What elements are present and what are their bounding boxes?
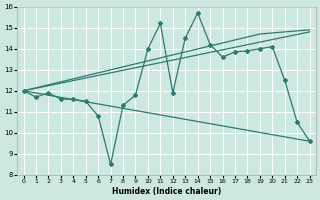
X-axis label: Humidex (Indice chaleur): Humidex (Indice chaleur) [112,187,221,196]
